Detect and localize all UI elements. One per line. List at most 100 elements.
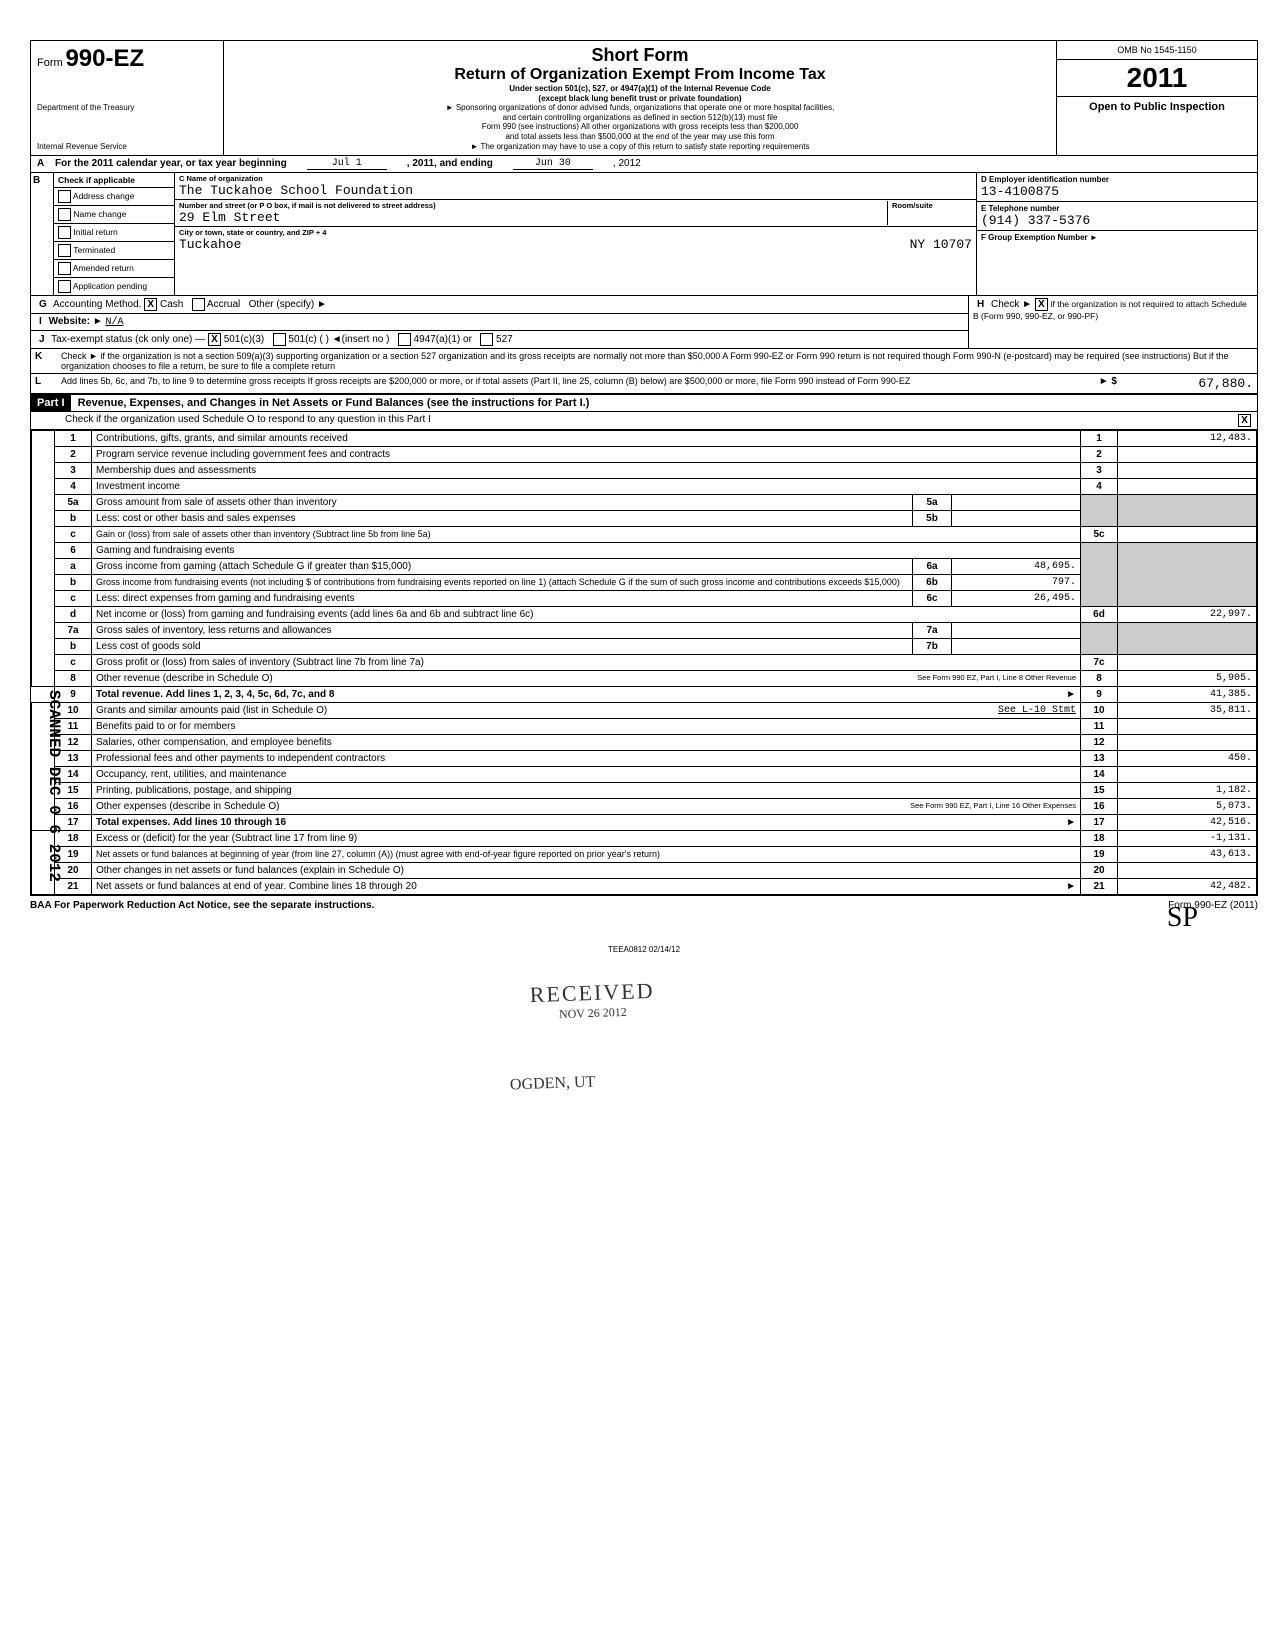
cash-checkbox[interactable]: X xyxy=(144,298,157,311)
city: Tuckahoe xyxy=(179,237,241,252)
website-label: Website: ► xyxy=(49,316,103,327)
terminated[interactable]: Terminated xyxy=(54,242,174,260)
org-name: The Tuckahoe School Foundation xyxy=(179,183,972,198)
form-990ez-container: Form 990-EZ Department of the Treasury I… xyxy=(30,40,1258,896)
line-21: 21 Net assets or fund balances at end of… xyxy=(32,879,1257,895)
line-l-value: 67,880. xyxy=(1119,374,1257,393)
line-20: 20 Other changes in net assets or fund b… xyxy=(32,863,1257,879)
line-13-value: 450. xyxy=(1118,751,1257,767)
check-applicable-label: Check if applicable xyxy=(54,173,174,188)
letter-h: H xyxy=(973,297,988,312)
initial-return[interactable]: Initial return xyxy=(54,224,174,242)
line-a: A For the 2011 calendar year, or tax yea… xyxy=(31,156,1257,173)
header-center: Short Form Return of Organization Exempt… xyxy=(224,41,1057,155)
line-6a: a Gross income from gaming (attach Sched… xyxy=(32,559,1257,575)
line-16-value: 5,073. xyxy=(1118,799,1257,815)
line-19: 19 Net assets or fund balances at beginn… xyxy=(32,847,1257,863)
short-form-title: Short Form xyxy=(232,45,1048,66)
state-zip: NY 10707 xyxy=(910,237,972,252)
line-5a: 5a Gross amount from sale of assets othe… xyxy=(32,495,1257,511)
line-8-value: 5,905. xyxy=(1118,671,1257,687)
org-name-label: C Name of organization xyxy=(179,174,972,183)
line-13: 13 Professional fees and other payments … xyxy=(32,751,1257,767)
line-17-value: 42,516. xyxy=(1118,815,1257,831)
city-label: City or town, state or country, and ZIP … xyxy=(179,228,972,237)
section-b: Check if applicable Address change Name … xyxy=(54,173,175,295)
accrual-checkbox[interactable] xyxy=(192,298,205,311)
line-15-value: 1,182. xyxy=(1118,783,1257,799)
line-6: 6 Gaming and fundraising events xyxy=(32,543,1257,559)
line-l: L Add lines 5b, 6c, and 7b, to line 9 to… xyxy=(31,374,1257,394)
amended-return[interactable]: Amended return xyxy=(54,260,174,278)
line-16: 16 Other expenses (describe in Schedule … xyxy=(32,799,1257,815)
line-6d-value: 22,997. xyxy=(1118,607,1257,623)
line-a-mid: , 2011, and ending xyxy=(407,158,493,170)
line-6b-value: 797. xyxy=(952,575,1081,591)
line-a-text: For the 2011 calendar year, or tax year … xyxy=(55,158,287,170)
line-l-text: Add lines 5b, 6c, and 7b, to line 9 to d… xyxy=(57,374,1075,393)
501c3-checkbox[interactable]: X xyxy=(208,333,221,346)
line-10: 10 Grants and similar amounts paid (list… xyxy=(32,703,1257,719)
info-grid: B Check if applicable Address change Nam… xyxy=(31,173,1257,296)
line-10-note: See L-10 Stmt xyxy=(998,705,1076,716)
open-public: Open to Public Inspection xyxy=(1057,97,1257,117)
revenue-side-label xyxy=(32,431,55,687)
name-change[interactable]: Name change xyxy=(54,206,174,224)
line-k-text: Check ► if the organization is not a sec… xyxy=(57,349,1257,373)
line-21-value: 42,482. xyxy=(1118,879,1257,895)
line-6d: d Net income or (loss) from gaming and f… xyxy=(32,607,1257,623)
line-3: 3 Membership dues and assessments 3 xyxy=(32,463,1257,479)
letter-a: A xyxy=(37,158,55,170)
irs: Internal Revenue Service xyxy=(37,142,217,151)
line-12: 12 Salaries, other compensation, and emp… xyxy=(32,735,1257,751)
line-8: 8 Other revenue (describe in Schedule O)… xyxy=(32,671,1257,687)
line-19-value: 43,613. xyxy=(1118,847,1257,863)
schedule-b-checkbox[interactable]: X xyxy=(1035,298,1048,311)
dept-treasury: Department of the Treasury xyxy=(37,103,217,112)
letter-k: K xyxy=(31,349,57,373)
line-7a: 7a Gross sales of inventory, less return… xyxy=(32,623,1257,639)
form-label: Form xyxy=(37,57,63,69)
line-9-value: 41,385. xyxy=(1118,687,1257,703)
website-value: N/A xyxy=(106,317,124,328)
end-year: , 2012 xyxy=(613,158,641,170)
revenue-expenses-table: 1 Contributions, gifts, grants, and simi… xyxy=(31,430,1257,895)
letter-l: L xyxy=(31,374,57,393)
schedule-o-checkbox[interactable]: X xyxy=(1238,414,1251,427)
form-number: 990-EZ xyxy=(65,45,144,72)
part1-header-row: Part I Revenue, Expenses, and Changes in… xyxy=(31,394,1257,412)
part1-title: Revenue, Expenses, and Changes in Net As… xyxy=(74,395,594,411)
subtitle-5: Form 990 (see instructions) All other or… xyxy=(232,122,1048,132)
line-g-row: G Accounting Method. X Cash Accrual Othe… xyxy=(31,296,1257,349)
accounting-label: Accounting Method. xyxy=(53,299,141,310)
subtitle-6: and total assets less than $500,000 at t… xyxy=(232,132,1048,142)
line-17: 17 Total expenses. Add lines 10 through … xyxy=(32,815,1257,831)
letter-b: B xyxy=(31,173,54,295)
line-18: 18 Excess or (deficit) for the year (Sub… xyxy=(32,831,1257,847)
line-7c: c Gross profit or (loss) from sales of i… xyxy=(32,655,1257,671)
line-5b: b Less: cost or other basis and sales ex… xyxy=(32,511,1257,527)
line-6b: b Gross income from fundraising events (… xyxy=(32,575,1257,591)
addr-change[interactable]: Address change xyxy=(54,188,174,206)
line-10-value: 35,811. xyxy=(1118,703,1257,719)
subtitle-3: ► Sponsoring organizations of donor advi… xyxy=(232,103,1048,113)
ein-label: D Employer identification number xyxy=(981,175,1253,184)
tax-year: 2011 xyxy=(1057,60,1257,97)
section-c: C Name of organization The Tuckahoe Scho… xyxy=(175,173,977,295)
line-11: 11 Benefits paid to or for members 11 xyxy=(32,719,1257,735)
h-check-label: Check ► xyxy=(991,299,1032,310)
line-k: K Check ► if the organization is not a s… xyxy=(31,349,1257,374)
app-pending[interactable]: Application pending xyxy=(54,278,174,295)
phone-value: (914) 337-5376 xyxy=(981,213,1253,228)
line-8-note: See Form 990 EZ, Part I, Line 8 Other Re… xyxy=(917,673,1076,682)
line-18-value: -1,131. xyxy=(1118,831,1257,847)
line-6c-value: 26,495. xyxy=(952,591,1081,607)
line-l-arrow: ► $ xyxy=(1075,374,1119,393)
subtitle-7: ► The organization may have to use a cop… xyxy=(232,142,1048,152)
subtitle-4: and certain controlling organizations as… xyxy=(232,113,1048,123)
subtitle-2: (except black lung benefit trust or priv… xyxy=(232,94,1048,104)
tax-exempt-label: Tax-exempt status (ck only one) — xyxy=(51,334,205,345)
phone-label: E Telephone number xyxy=(981,204,1253,213)
begin-date: Jul 1 xyxy=(307,158,387,170)
omb-number: OMB No 1545-1150 xyxy=(1057,41,1257,60)
